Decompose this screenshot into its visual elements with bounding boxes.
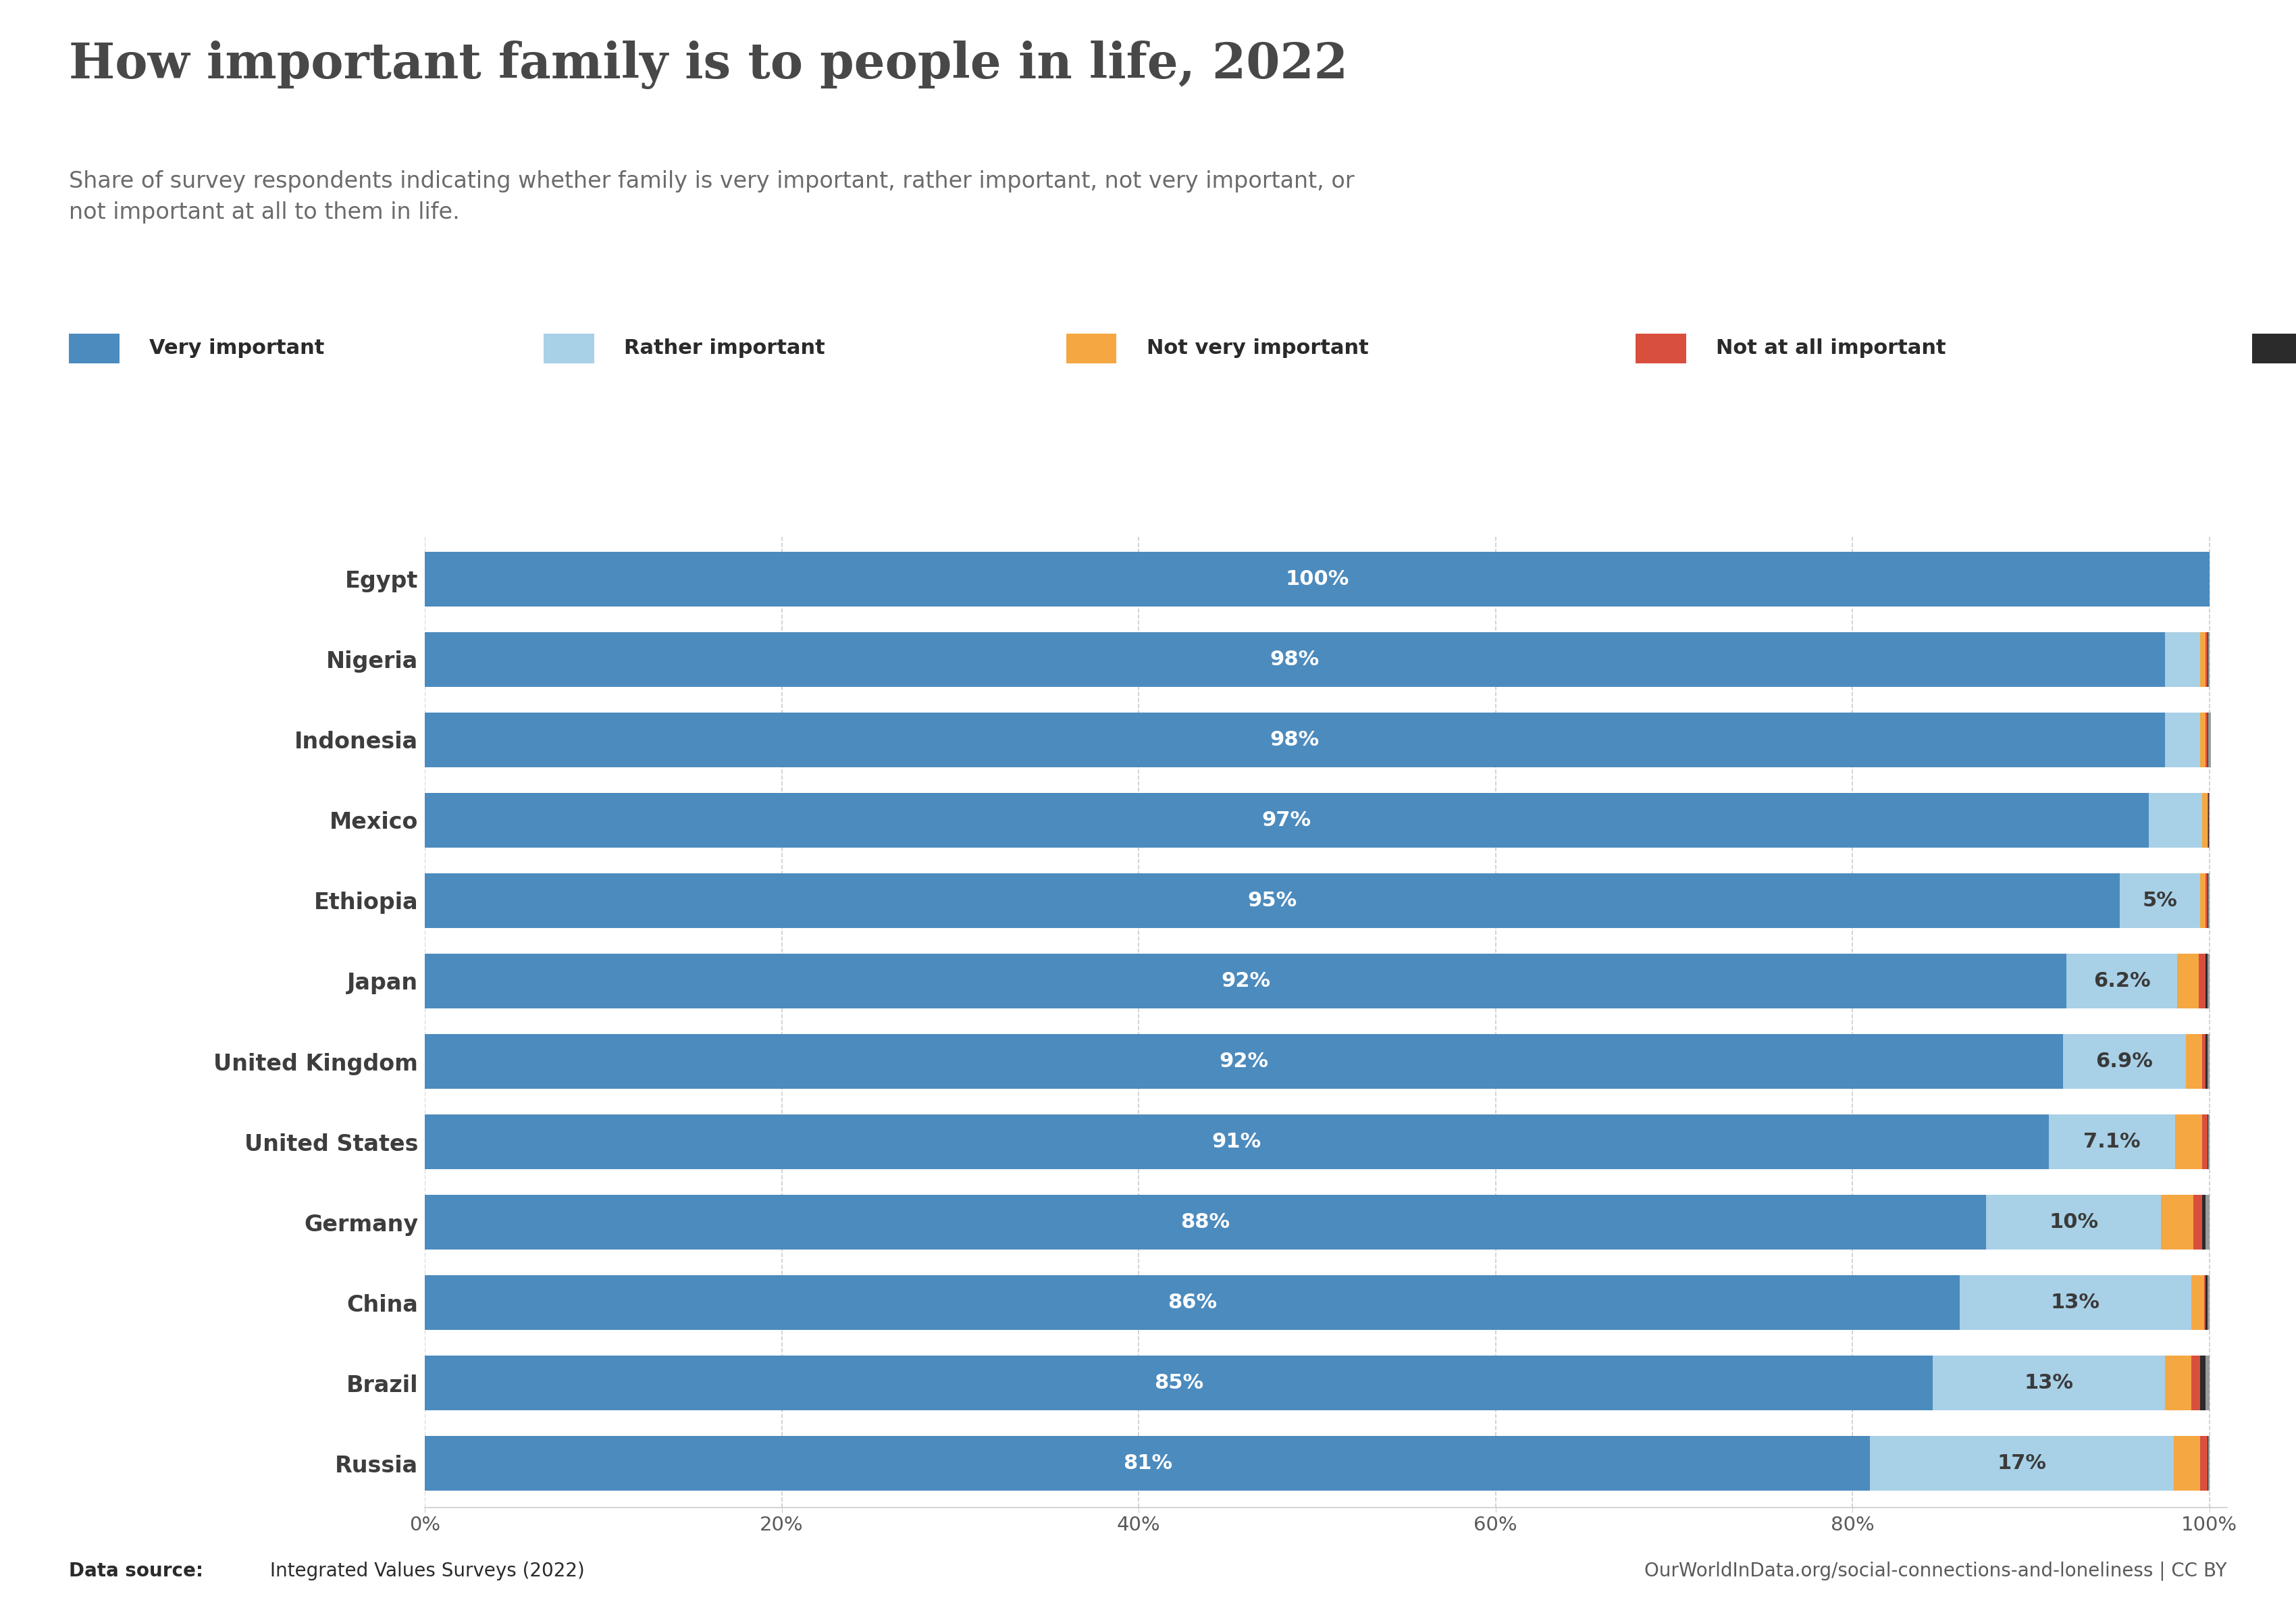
Bar: [425, 713, 2165, 767]
Text: 100%: 100%: [1286, 569, 1348, 588]
Text: 13%: 13%: [2025, 1373, 2073, 1392]
Bar: [2200, 713, 2206, 767]
Bar: [425, 632, 2165, 687]
Text: 85%: 85%: [1155, 1373, 1203, 1392]
Text: 81%: 81%: [1123, 1454, 1173, 1473]
Bar: [2165, 632, 2200, 687]
Bar: [1958, 1276, 2190, 1329]
Bar: [2200, 632, 2206, 687]
Text: 88%: 88%: [1180, 1213, 1231, 1232]
Bar: [1986, 1195, 2161, 1250]
Bar: [2161, 1195, 2193, 1250]
Bar: [2190, 1355, 2200, 1410]
Bar: [2209, 713, 2211, 767]
Bar: [2200, 953, 2206, 1008]
Bar: [2190, 1276, 2204, 1329]
Text: 98%: 98%: [1270, 650, 1320, 669]
Text: Not at all important: Not at all important: [1715, 339, 1945, 358]
Bar: [2202, 1195, 2206, 1250]
Bar: [2200, 1436, 2206, 1491]
Text: Rather important: Rather important: [625, 339, 824, 358]
Text: How important family is to people in life, 2022: How important family is to people in lif…: [69, 41, 1348, 89]
Bar: [425, 793, 2149, 848]
Text: Our World
in Data: Our World in Data: [2034, 55, 2156, 104]
Bar: [425, 551, 2209, 606]
Bar: [2165, 713, 2200, 767]
Bar: [425, 1195, 1986, 1250]
Text: OurWorldInData.org/social-connections-and-loneliness | CC BY: OurWorldInData.org/social-connections-an…: [1644, 1561, 2227, 1580]
Bar: [2200, 1355, 2206, 1410]
Bar: [425, 1355, 1933, 1410]
Bar: [1933, 1355, 2165, 1410]
Bar: [2206, 1355, 2209, 1410]
Bar: [425, 874, 2119, 927]
Bar: [2177, 953, 2200, 1008]
Text: 92%: 92%: [1221, 971, 1270, 990]
Text: 13%: 13%: [2050, 1294, 2101, 1313]
Bar: [425, 1034, 2062, 1089]
Bar: [2206, 1195, 2209, 1250]
Bar: [2066, 953, 2177, 1008]
Bar: [2119, 874, 2200, 927]
Bar: [425, 1276, 1958, 1329]
Text: 5%: 5%: [2142, 892, 2177, 911]
Bar: [2165, 1355, 2190, 1410]
Text: 7.1%: 7.1%: [2082, 1131, 2140, 1151]
Bar: [1871, 1436, 2174, 1491]
Text: Share of survey respondents indicating whether family is very important, rather : Share of survey respondents indicating w…: [69, 170, 1355, 224]
Bar: [2174, 1436, 2200, 1491]
Text: 6.9%: 6.9%: [2096, 1052, 2154, 1071]
Bar: [2186, 1034, 2202, 1089]
Text: 97%: 97%: [1263, 810, 1311, 830]
Text: Integrated Values Surveys (2022): Integrated Values Surveys (2022): [264, 1561, 585, 1580]
Text: Not very important: Not very important: [1146, 339, 1368, 358]
Text: 91%: 91%: [1212, 1131, 1261, 1151]
Text: 10%: 10%: [2048, 1213, 2099, 1232]
Bar: [2062, 1034, 2186, 1089]
Bar: [425, 1115, 2048, 1169]
Bar: [2193, 1195, 2202, 1250]
Bar: [425, 953, 2066, 1008]
Bar: [2174, 1115, 2202, 1169]
Text: 92%: 92%: [1219, 1052, 1270, 1071]
Bar: [2048, 1115, 2174, 1169]
Text: 86%: 86%: [1166, 1294, 1217, 1313]
Bar: [2202, 1034, 2206, 1089]
Text: Data source:: Data source:: [69, 1561, 204, 1580]
Text: 6.2%: 6.2%: [2094, 971, 2151, 990]
Bar: [425, 1436, 1871, 1491]
Bar: [2149, 793, 2202, 848]
Bar: [2202, 793, 2206, 848]
Bar: [2202, 1115, 2206, 1169]
Bar: [2200, 874, 2206, 927]
Text: Very important: Very important: [149, 339, 324, 358]
Text: 98%: 98%: [1270, 729, 1320, 749]
Text: 95%: 95%: [1247, 892, 1297, 911]
Text: 17%: 17%: [1998, 1454, 2046, 1473]
